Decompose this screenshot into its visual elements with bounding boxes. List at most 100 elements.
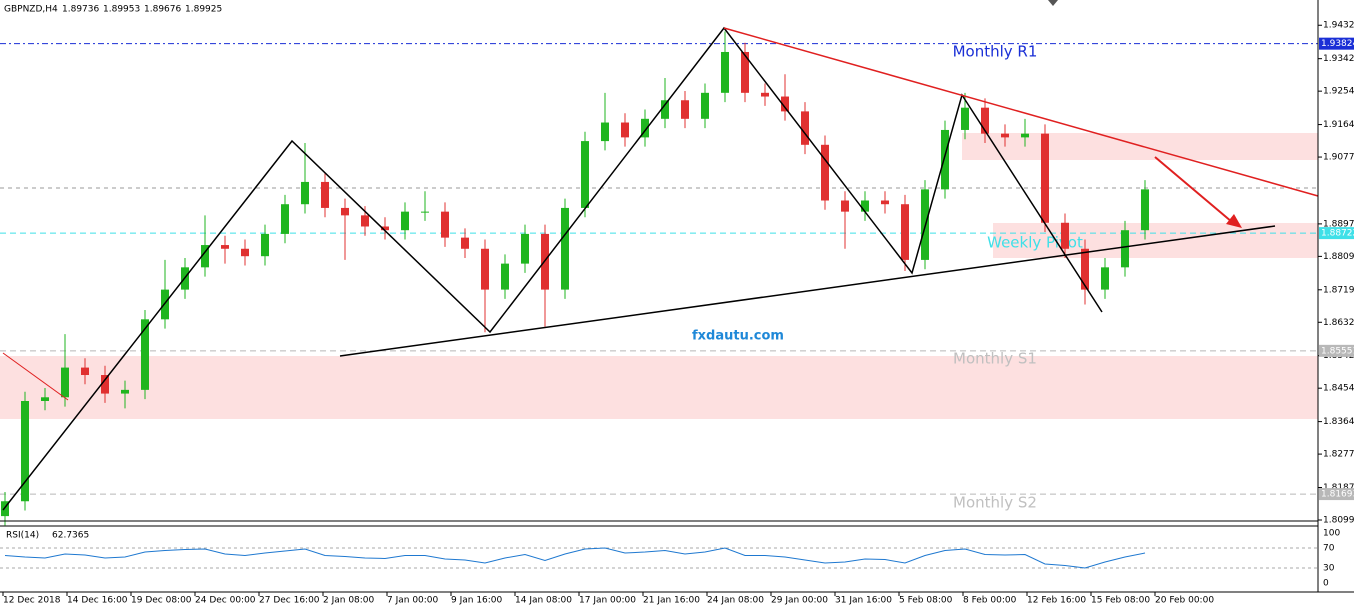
- rsi-value: 62.7365: [52, 531, 89, 541]
- x-tick-label: 29 Jan 00:00: [771, 596, 828, 606]
- candle-body: [741, 51, 749, 93]
- candle-body: [581, 141, 589, 208]
- candle-body: [821, 144, 829, 201]
- header-value: 1.89925: [185, 5, 222, 15]
- y-tick-label: 1.84545: [1323, 384, 1354, 394]
- x-tick-label: 12 Feb 16:00: [1027, 596, 1086, 606]
- price-axis: 1.94320 1.93420 1.92545 1.91645 1.90770 1.889…: [1318, 21, 1354, 526]
- y-tick-label: 1.80995: [1323, 516, 1354, 526]
- trend-line: [2, 352, 69, 401]
- x-tick-label: 24 Dec 00:00: [195, 596, 256, 606]
- candle-body: [421, 211, 429, 213]
- candle-body: [1041, 133, 1049, 223]
- candle-body: [861, 200, 869, 212]
- y-tick-label: 1.83645: [1323, 417, 1354, 427]
- rsi-name: RSI(14): [6, 531, 39, 541]
- candle-body: [601, 122, 609, 142]
- candle-body: [981, 107, 989, 134]
- header-ohlc: 1.89736 1.89953 1.89676 1.89925: [62, 5, 222, 15]
- trend-line: [723, 27, 1319, 197]
- candle-body: [481, 248, 489, 290]
- candle-body: [341, 207, 349, 216]
- x-tick-label: 7 Jan 00:00: [387, 596, 439, 606]
- candle-body: [761, 92, 769, 97]
- scroll-marker: [1048, 0, 1058, 6]
- y-tick-label: 1.93420: [1323, 54, 1354, 64]
- candle-body: [681, 100, 689, 119]
- candle-body: [961, 107, 969, 130]
- candle-body: [61, 367, 69, 398]
- x-tick-label: 12 Dec 2018: [3, 596, 61, 606]
- candle-body: [281, 204, 289, 234]
- arrow-head: [1226, 214, 1242, 228]
- candle-body: [221, 245, 229, 249]
- level-name: Monthly S1: [953, 350, 1037, 368]
- level-name: Monthly R1: [953, 43, 1038, 61]
- x-tick-label: 17 Jan 00:00: [579, 596, 636, 606]
- y-tick-label: 1.88095: [1323, 252, 1354, 262]
- candle-body: [1101, 267, 1109, 290]
- candle-body: [901, 204, 909, 260]
- candle-body: [201, 245, 209, 268]
- level-box: [1319, 227, 1354, 240]
- candle-body: [141, 319, 149, 390]
- x-tick-label: 5 Feb 08:00: [899, 596, 953, 606]
- time-axis: 12 Dec 2018 14 Dec 16:00 19 Dec 08:00 24 De…: [2, 592, 1214, 606]
- x-tick-label: 14 Dec 16:00: [67, 596, 128, 606]
- level-box: [1319, 37, 1354, 50]
- x-tick-label: 9 Jan 16:00: [451, 596, 503, 606]
- rsi-tick-label: 100: [1323, 529, 1340, 539]
- level-name: Monthly S2: [953, 494, 1037, 512]
- candle-body: [561, 207, 569, 290]
- y-tick-label: 1.82770: [1323, 450, 1354, 460]
- zones: [0, 133, 1318, 419]
- y-tick-label: 1.86320: [1323, 318, 1354, 328]
- header-value: 1.89676: [144, 5, 181, 15]
- x-tick-label: 21 Jan 16:00: [643, 596, 700, 606]
- candle-body: [321, 181, 329, 208]
- header-value: 1.89953: [103, 5, 140, 15]
- level-box: [1319, 344, 1354, 357]
- candle-body: [1141, 189, 1149, 231]
- symbol: GBPNZD,H4: [4, 5, 58, 15]
- candle-body: [1001, 133, 1009, 138]
- level-label: 1.81693: [1321, 490, 1354, 500]
- candle-body: [161, 289, 169, 320]
- x-tick-label: 8 Feb 00:00: [963, 596, 1017, 606]
- rsi-panel: 100 70 30 0: [0, 529, 1340, 589]
- x-tick-label: 27 Dec 16:00: [259, 596, 320, 606]
- y-tick-label: 1.91645: [1323, 120, 1354, 130]
- candle-body: [1081, 248, 1089, 290]
- x-tick-label: 14 Jan 08:00: [515, 596, 572, 606]
- y-tick-label: 1.94320: [1323, 21, 1354, 31]
- x-tick-label: 24 Jan 08:00: [707, 596, 764, 606]
- candle-body: [401, 211, 409, 231]
- x-tick-label: 2 Jan 08:00: [323, 596, 375, 606]
- level-label: 1.93824: [1321, 39, 1354, 49]
- candle-body: [1061, 222, 1069, 249]
- candle-body: [21, 400, 29, 502]
- x-tick-label: 20 Feb 00:00: [1155, 596, 1214, 606]
- rsi-tick-label: 30: [1323, 564, 1335, 574]
- pivot-zone: [993, 223, 1318, 258]
- candle-body: [641, 118, 649, 138]
- level-label: 1.88722: [1321, 229, 1354, 239]
- level-box: [1319, 488, 1354, 501]
- candle-body: [361, 215, 369, 227]
- candle-body: [781, 96, 789, 112]
- candle-body: [661, 100, 669, 119]
- rsi-tick-label: 0: [1323, 579, 1329, 589]
- levels: Monthly R1 Weekly Pivot Monthly S1 Monthly …: [0, 43, 1318, 512]
- candle-body: [621, 122, 629, 138]
- y-tick-label: 1.92545: [1323, 87, 1354, 97]
- resistance-zone: [962, 133, 1318, 160]
- x-tick-label: 19 Dec 08:00: [131, 596, 192, 606]
- candle-body: [461, 237, 469, 249]
- y-tick-label: 1.88970: [1323, 219, 1354, 229]
- candle-body: [121, 389, 129, 394]
- y-tick-label: 1.87195: [1323, 285, 1354, 295]
- rsi-line: [4, 547, 1146, 569]
- candle-body: [801, 111, 809, 145]
